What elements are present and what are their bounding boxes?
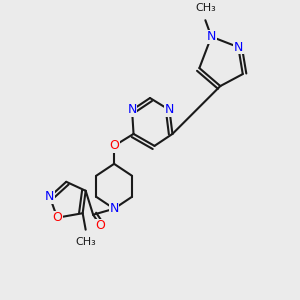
Text: O: O: [109, 140, 119, 152]
Text: CH₃: CH₃: [75, 237, 96, 247]
Text: CH₃: CH₃: [195, 3, 216, 13]
Text: N: N: [207, 30, 216, 43]
Text: N: N: [234, 40, 243, 54]
Text: N: N: [165, 103, 174, 116]
Text: O: O: [96, 219, 106, 232]
Text: N: N: [110, 202, 119, 215]
Text: N: N: [45, 190, 54, 203]
Text: O: O: [52, 211, 62, 224]
Text: N: N: [128, 103, 137, 116]
